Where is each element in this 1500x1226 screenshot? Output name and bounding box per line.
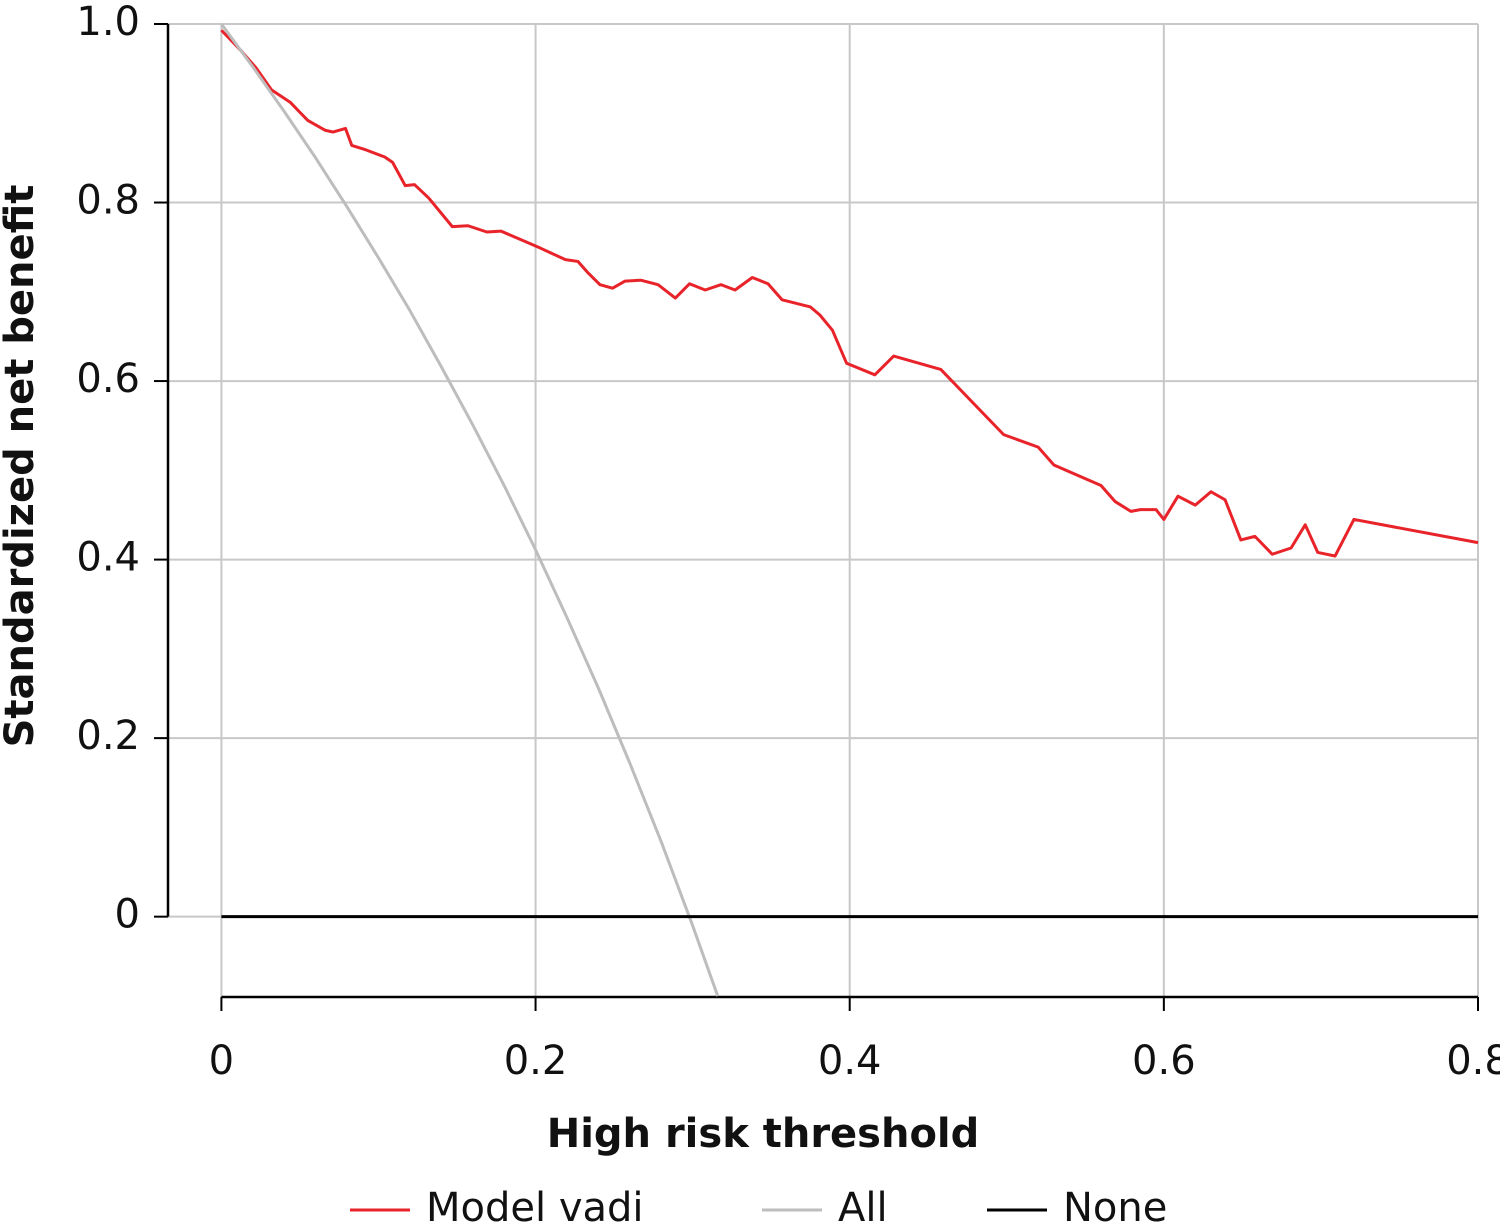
legend-label: All	[838, 1185, 888, 1226]
y-tick-label: 0	[115, 892, 140, 938]
series-line	[220, 23, 720, 997]
legend-label: None	[1063, 1185, 1167, 1226]
x-tick-label: 0	[209, 1038, 234, 1084]
y-tick-label: 0.8	[76, 178, 140, 224]
y-tick-label: 0.6	[76, 356, 140, 402]
y-tick-label: 1.0	[76, 0, 140, 45]
series-line	[220, 29, 1479, 558]
y-axis-title: Standardized net benefit	[0, 185, 43, 748]
legend-label: Model vadi	[426, 1185, 644, 1226]
x-tick-label: 0.2	[504, 1038, 568, 1084]
y-tick-label: 0.4	[76, 535, 140, 581]
x-tick-label: 0.4	[818, 1038, 882, 1084]
y-tick-label: 0.2	[76, 713, 140, 759]
x-axis-title: High risk threshold	[547, 1111, 980, 1157]
x-tick-label: 0.6	[1132, 1038, 1196, 1084]
x-tick-label: 0.8	[1446, 1038, 1500, 1084]
